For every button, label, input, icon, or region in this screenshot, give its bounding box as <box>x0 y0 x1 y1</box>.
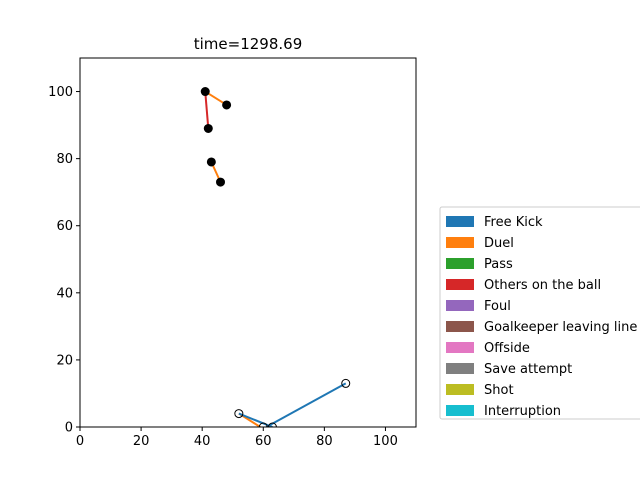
y-tick-label: 0 <box>65 421 73 436</box>
legend-swatch <box>446 300 474 311</box>
data-point <box>234 409 244 419</box>
legend-label: Interruption <box>484 404 561 419</box>
data-layer <box>200 87 351 427</box>
legend-label: Pass <box>484 257 513 272</box>
data-point <box>341 378 351 388</box>
legend-swatch <box>446 363 474 374</box>
data-point <box>267 422 277 427</box>
data-point <box>222 100 232 110</box>
legend-swatch <box>446 384 474 395</box>
x-tick-label: 100 <box>373 434 398 449</box>
legend-label: Others on the ball <box>484 278 601 293</box>
legend-frame <box>439 206 640 420</box>
legend-swatch <box>446 342 474 353</box>
data-point <box>216 177 226 187</box>
data-point <box>258 422 268 427</box>
x-tick-label: 40 <box>194 434 211 449</box>
legend-label: Save attempt <box>484 362 572 377</box>
y-tick-label: 20 <box>56 353 73 368</box>
legend-swatch <box>446 279 474 290</box>
data-point <box>203 123 213 133</box>
data-point <box>200 87 210 97</box>
y-tick-label: 100 <box>48 85 73 100</box>
y-tick-label: 40 <box>56 286 73 301</box>
y-tick-label: 80 <box>56 152 73 167</box>
x-tick-label: 0 <box>76 434 84 449</box>
plot-area: 0 20 40 60 80 100 0 20 40 60 80 100 <box>48 57 417 449</box>
segment-free-kick <box>265 382 347 427</box>
legend-swatch <box>446 216 474 227</box>
legend-label: Goalkeeper leaving line <box>484 320 637 335</box>
data-point <box>206 157 216 167</box>
chart-title: time=1298.69 <box>194 35 303 53</box>
x-tick-label: 20 <box>133 434 150 449</box>
legend: Free Kick Duel Pass Others on the ball Foul G… <box>439 206 640 420</box>
legend-label: Shot <box>484 383 514 398</box>
legend-swatch <box>446 405 474 416</box>
legend-label: Offside <box>484 341 530 356</box>
legend-swatch <box>446 258 474 269</box>
legend-swatch <box>446 321 474 332</box>
plot-frame <box>79 57 417 428</box>
legend-label: Duel <box>484 236 514 251</box>
segment-others-on-the-ball <box>204 91 210 129</box>
x-tick-label: 60 <box>255 434 272 449</box>
legend-swatch <box>446 237 474 248</box>
legend-label: Free Kick <box>484 215 543 230</box>
x-tick-label: 80 <box>316 434 333 449</box>
y-tick-label: 60 <box>56 219 73 234</box>
legend-label: Foul <box>484 299 511 314</box>
